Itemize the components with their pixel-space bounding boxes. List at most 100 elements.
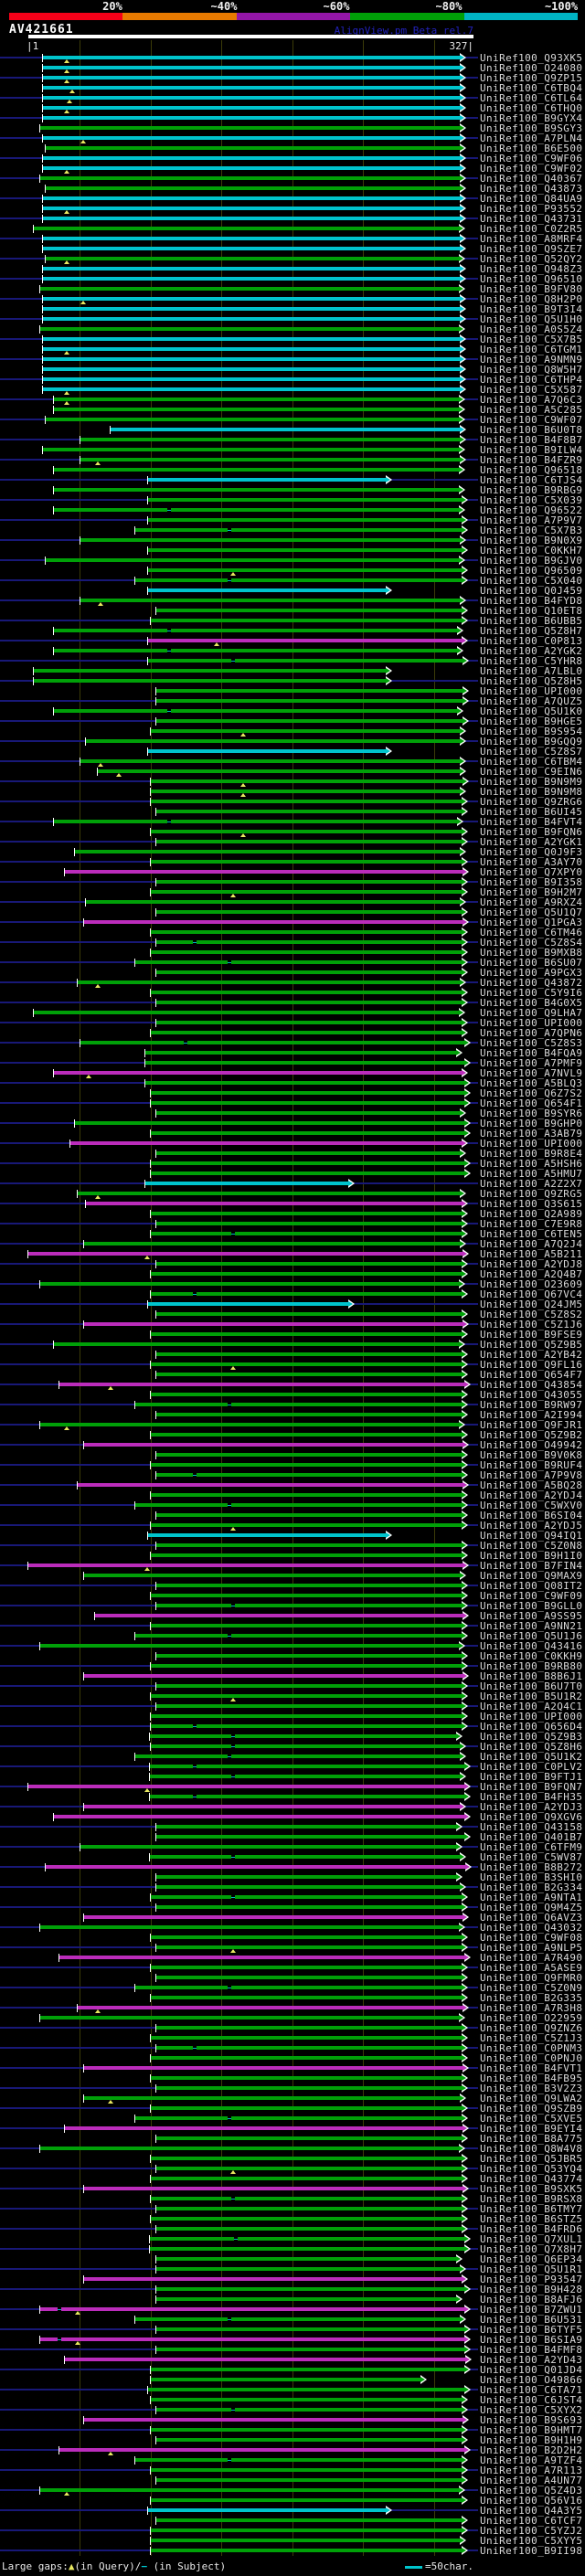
hit-bar[interactable] [43, 196, 461, 200]
hit-bar[interactable] [85, 739, 461, 743]
hit-bar[interactable] [151, 779, 463, 783]
hit-label[interactable]: UniRef100_C9WF07 [480, 414, 583, 426]
hit-bar[interactable] [156, 940, 462, 944]
hit-label[interactable]: UniRef100_Q4A3Y5 [480, 2505, 583, 2517]
hit-label[interactable]: UniRef100_B9GQQ9 [480, 736, 583, 747]
hit-label[interactable]: UniRef100_P93547 [480, 2274, 583, 2285]
hit-bar[interactable] [151, 830, 462, 833]
hit-bar[interactable] [151, 2468, 462, 2472]
hit-bar[interactable] [84, 2187, 463, 2190]
hit-label[interactable]: UniRef100_Q5U1K0 [480, 705, 583, 717]
hit-bar[interactable] [151, 1664, 462, 1668]
hit-label[interactable]: UniRef100_C5XVE5 [480, 2113, 583, 2125]
hit-label[interactable]: UniRef100_A2YD43 [480, 2354, 583, 2366]
hit-bar[interactable] [156, 1222, 462, 1225]
hit-bar[interactable] [54, 1815, 464, 1818]
hit-label[interactable]: UniRef100_C5Y9I6 [480, 987, 583, 999]
hit-label[interactable]: UniRef100_C6THQ0 [480, 102, 583, 114]
hit-label[interactable]: UniRef100_B6TMY7 [480, 2203, 583, 2215]
hit-bar[interactable] [156, 910, 462, 914]
hit-label[interactable]: UniRef100_Q08IT2 [480, 1580, 583, 1592]
hit-label[interactable]: UniRef100_A0S5Z4 [480, 323, 583, 335]
hit-bar[interactable] [134, 2317, 461, 2321]
hit-bar[interactable] [40, 126, 461, 130]
hit-bar[interactable] [151, 1292, 462, 1296]
hit-label[interactable]: UniRef100_C6TJS4 [480, 474, 583, 486]
hit-bar[interactable] [151, 1171, 464, 1175]
hit-label[interactable]: UniRef100_B9RUF4 [480, 1459, 583, 1471]
hit-label[interactable]: UniRef100_C0Z2R5 [480, 223, 583, 235]
hit-bar[interactable] [156, 2438, 462, 2442]
hit-label[interactable]: UniRef100_Q7XPY0 [480, 866, 583, 878]
hit-label[interactable]: UniRef100_Q3S615 [480, 1198, 583, 1210]
hit-bar[interactable] [148, 548, 462, 552]
hit-bar[interactable] [43, 156, 461, 160]
hit-bar[interactable] [151, 790, 461, 793]
hit-label[interactable]: UniRef100_A7QUZ5 [480, 695, 583, 707]
hit-bar[interactable] [65, 2358, 466, 2361]
hit-bar[interactable] [156, 1111, 461, 1115]
hit-bar[interactable] [43, 166, 461, 170]
hit-bar[interactable] [43, 357, 461, 361]
hit-bar[interactable] [134, 1503, 462, 1507]
hit-bar[interactable] [54, 488, 459, 492]
hit-bar[interactable] [151, 1212, 462, 1215]
hit-bar[interactable] [151, 2498, 462, 2502]
hit-label[interactable]: UniRef100_A7LBL0 [480, 665, 583, 677]
hit-bar[interactable] [151, 1272, 462, 1276]
hit-bar[interactable] [156, 1312, 462, 1316]
hit-bar[interactable] [43, 136, 461, 140]
hit-label[interactable]: UniRef100_C9WF08 [480, 1932, 583, 1944]
hit-bar[interactable] [85, 1202, 462, 1205]
hit-bar[interactable] [151, 1594, 462, 1597]
hit-label[interactable]: UniRef100_B2D2H2 [480, 2444, 583, 2456]
hit-label[interactable]: UniRef100_C5Z1J6 [480, 1319, 583, 1330]
hit-bar[interactable] [151, 1895, 462, 1899]
hit-label[interactable]: UniRef100_C6TBM4 [480, 756, 583, 768]
hit-label[interactable]: UniRef100_C5Z8S7 [480, 746, 583, 758]
hit-label[interactable]: UniRef100_Q94IQ1 [480, 1530, 583, 1542]
hit-label[interactable]: UniRef100_B9GHP0 [480, 1118, 583, 1129]
hit-label[interactable]: UniRef100_A2Q4B7 [480, 1268, 583, 1280]
hit-label[interactable]: UniRef100_B2G335 [480, 1992, 583, 2004]
hit-bar[interactable] [84, 2418, 463, 2422]
hit-bar[interactable] [156, 2348, 464, 2351]
hit-bar[interactable] [148, 639, 462, 642]
hit-bar[interactable] [40, 2147, 459, 2150]
hit-bar[interactable] [43, 106, 461, 110]
hit-label[interactable]: UniRef100_UPI000.. [480, 1138, 585, 1150]
hit-label[interactable]: UniRef100_A7R113 [480, 2465, 583, 2476]
hit-bar[interactable] [74, 850, 461, 853]
hit-label[interactable]: UniRef100_Q43872 [480, 977, 583, 989]
hit-bar[interactable] [151, 1966, 462, 1969]
hit-bar[interactable] [156, 1543, 462, 1547]
hit-label[interactable]: UniRef100_Q5U1J6 [480, 1630, 583, 1642]
hit-label[interactable]: UniRef100_A5C285 [480, 404, 583, 416]
hit-bar[interactable] [43, 337, 461, 341]
hit-bar[interactable] [151, 991, 462, 994]
hit-bar[interactable] [151, 2378, 420, 2381]
hit-bar[interactable] [80, 1041, 464, 1044]
hit-bar[interactable] [156, 840, 462, 843]
hit-bar[interactable] [28, 1252, 463, 1256]
hit-bar[interactable] [149, 1795, 464, 1798]
hit-label[interactable]: UniRef100_C6TEN5 [480, 1228, 583, 1240]
hit-bar[interactable] [46, 186, 461, 190]
hit-label[interactable]: UniRef100_Q0J9F3 [480, 846, 583, 858]
hit-label[interactable]: UniRef100_Q96509 [480, 565, 583, 577]
hit-label[interactable]: UniRef100_C5WXV0 [480, 1500, 583, 1511]
hit-label[interactable]: UniRef100_B6SU07 [480, 957, 583, 969]
hit-label[interactable]: UniRef100_A2YDJ5 [480, 1520, 583, 1532]
hit-bar[interactable] [134, 1986, 462, 1989]
hit-bar[interactable] [40, 1925, 459, 1929]
hit-bar[interactable] [156, 2026, 462, 2030]
hit-label[interactable]: UniRef100_Q9SZB9 [480, 2103, 583, 2115]
hit-bar[interactable] [77, 1483, 463, 1487]
hit-label[interactable]: UniRef100_Q43055 [480, 1389, 583, 1401]
hit-bar[interactable] [156, 880, 462, 884]
hit-bar[interactable] [151, 2036, 462, 2040]
hit-bar[interactable] [156, 1875, 456, 1879]
hit-bar[interactable] [151, 1935, 462, 1939]
hit-label[interactable]: UniRef100_Q52QY2 [480, 253, 583, 265]
hit-label[interactable]: UniRef100_B6UBB5 [480, 615, 583, 627]
